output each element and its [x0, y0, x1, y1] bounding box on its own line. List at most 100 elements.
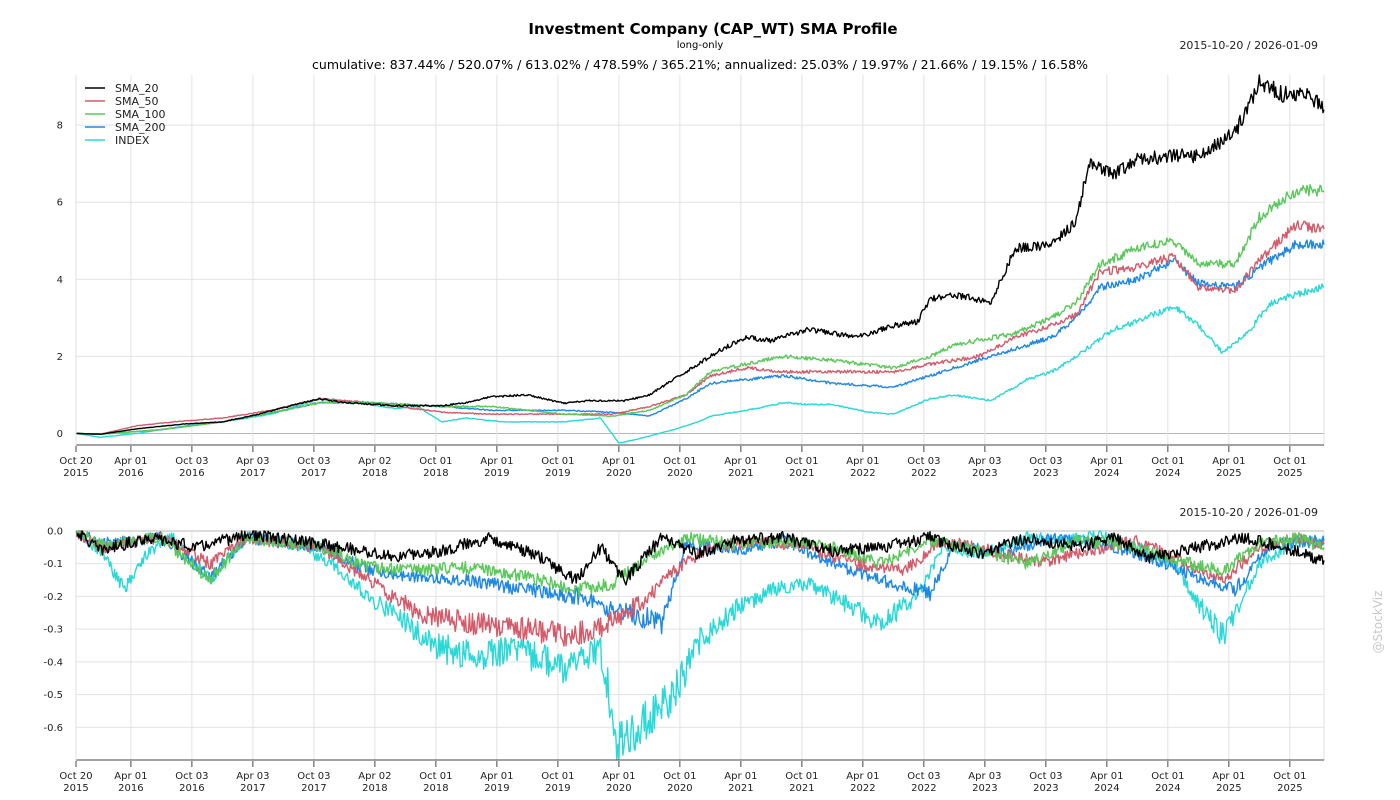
- bottom-x-tick-year: 2024: [1094, 783, 1119, 794]
- chart-title: Investment Company (CAP_WT) SMA Profile: [528, 20, 897, 38]
- bottom-x-tick-year: 2022: [850, 783, 875, 794]
- bottom-x-tick-label: Oct 01: [785, 771, 818, 782]
- watermark: @StockViz: [1371, 591, 1385, 654]
- bottom-x-tick-label: Apr 01: [1090, 771, 1123, 782]
- top-series-sma-20: [75, 74, 1325, 435]
- top-series: [75, 74, 1325, 444]
- bottom-x-tick-year: 2025: [1216, 783, 1241, 794]
- top-x-tick-label: Oct 01: [663, 456, 696, 467]
- top-x-tick-year: 2022: [911, 468, 936, 479]
- top-x-tick-year: 2025: [1277, 468, 1302, 479]
- bottom-series-sma-20: [75, 530, 1325, 586]
- top-x-tick-year: 2020: [667, 468, 692, 479]
- bottom-x-tick-label: Apr 02: [358, 771, 391, 782]
- bottom-x-tick-year: 2019: [545, 783, 570, 794]
- top-y-tick-label: 8: [57, 121, 63, 132]
- top-x-tick-year: 2023: [1033, 468, 1058, 479]
- bottom-x-tick-year: 2025: [1277, 783, 1302, 794]
- top-x-tick-label: Oct 20: [59, 456, 92, 467]
- top-x-tick-year: 2015: [63, 468, 88, 479]
- bottom-x-tick-year: 2023: [1033, 783, 1058, 794]
- bottom-y-tick-label: -0.5: [43, 690, 63, 701]
- top-x-tick-label: Oct 03: [175, 456, 208, 467]
- top-x-tick-label: Oct 03: [907, 456, 940, 467]
- bottom-x-tick-label: Apr 01: [1212, 771, 1245, 782]
- top-x-tick-label: Oct 01: [1273, 456, 1306, 467]
- top-x-tick-label: Apr 02: [358, 456, 391, 467]
- top-date-range: 2015-10-20 / 2026-01-09: [1179, 39, 1318, 52]
- bottom-x-tick-year: 2019: [484, 783, 509, 794]
- top-y-tick-label: 6: [57, 198, 63, 209]
- bottom-x-tick-label: Apr 01: [602, 771, 635, 782]
- top-series-sma-50: [75, 220, 1325, 435]
- top-y-tick-label: 2: [57, 352, 63, 363]
- legend-label-sma-100: SMA_100: [115, 108, 166, 121]
- bottom-y-tick-label: -0.6: [43, 723, 63, 734]
- top-x-tick-label: Apr 01: [602, 456, 635, 467]
- top-x-tick-year: 2021: [728, 468, 753, 479]
- bottom-x-tick-year: 2016: [179, 783, 204, 794]
- bottom-x-tick-label: Apr 01: [480, 771, 513, 782]
- bottom-x-tick-label: Apr 01: [846, 771, 879, 782]
- bottom-x-tick-year: 2023: [972, 783, 997, 794]
- bottom-series: [75, 530, 1325, 761]
- top-x-tick-label: Apr 01: [114, 456, 147, 467]
- top-x-tick-year: 2022: [850, 468, 875, 479]
- bottom-x-tick-label: Apr 03: [236, 771, 269, 782]
- bottom-x-tick-year: 2017: [240, 783, 265, 794]
- bottom-series-sma-100: [75, 530, 1325, 598]
- bottom-x-tick-label: Oct 01: [1151, 771, 1184, 782]
- top-x-tick-year: 2018: [362, 468, 387, 479]
- top-x-tick-year: 2020: [606, 468, 631, 479]
- legend-label-sma-50: SMA_50: [115, 95, 159, 108]
- bottom-date-range: 2015-10-20 / 2026-01-09: [1179, 506, 1318, 519]
- bottom-series-index: [75, 530, 1325, 761]
- bottom-x-tick-label: Apr 03: [968, 771, 1001, 782]
- top-x-tick-label: Apr 01: [846, 456, 879, 467]
- top-x-tick-year: 2025: [1216, 468, 1241, 479]
- top-y-tick-label: 4: [57, 275, 63, 286]
- bottom-series-sma-200: [75, 530, 1325, 635]
- top-x-tick-label: Oct 03: [297, 456, 330, 467]
- chart-subtitle: long-only: [677, 40, 724, 51]
- bottom-x-tick-year: 2018: [362, 783, 387, 794]
- bottom-x-tick-year: 2024: [1155, 783, 1180, 794]
- bottom-x-tick-year: 2016: [118, 783, 143, 794]
- bottom-x-tick-year: 2020: [667, 783, 692, 794]
- top-x-tick-year: 2016: [179, 468, 204, 479]
- bottom-x-tick-year: 2015: [63, 783, 88, 794]
- bottom-x-tick-label: Oct 03: [907, 771, 940, 782]
- bottom-y-tick-label: -0.1: [43, 559, 63, 570]
- bottom-x-tick-label: Oct 01: [541, 771, 574, 782]
- bottom-x-tick-year: 2021: [789, 783, 814, 794]
- top-x-tick-label: Apr 03: [968, 456, 1001, 467]
- top-series-sma-100: [75, 184, 1325, 435]
- top-series-sma-200: [75, 239, 1325, 435]
- top-x-tick-label: Oct 01: [419, 456, 452, 467]
- top-x-tick-label: Oct 01: [541, 456, 574, 467]
- bottom-x-tick-label: Oct 03: [297, 771, 330, 782]
- chart-stats: cumulative: 837.44% / 520.07% / 613.02% …: [312, 57, 1088, 72]
- legend-label-sma-200: SMA_200: [115, 121, 166, 134]
- bottom-grid: [75, 530, 1325, 760]
- bottom-x-tick-label: Oct 01: [419, 771, 452, 782]
- bottom-x-tick-label: Apr 01: [724, 771, 757, 782]
- top-x-tick-label: Apr 01: [1090, 456, 1123, 467]
- legend-label-index: INDEX: [115, 134, 150, 147]
- bottom-x-tick-year: 2017: [301, 783, 326, 794]
- top-x-tick-year: 2019: [484, 468, 509, 479]
- top-x-tick-label: Apr 01: [480, 456, 513, 467]
- top-x-tick-year: 2019: [545, 468, 570, 479]
- bottom-x-tick-label: Apr 01: [114, 771, 147, 782]
- top-x-tick-year: 2024: [1094, 468, 1119, 479]
- bottom-x-tick-year: 2022: [911, 783, 936, 794]
- top-x-tick-label: Apr 01: [1212, 456, 1245, 467]
- top-x-tick-year: 2017: [301, 468, 326, 479]
- bottom-y-tick-label: -0.2: [43, 592, 63, 603]
- top-x-tick-label: Oct 01: [785, 456, 818, 467]
- top-x-tick-label: Apr 01: [724, 456, 757, 467]
- bottom-x-tick-label: Oct 20: [59, 771, 92, 782]
